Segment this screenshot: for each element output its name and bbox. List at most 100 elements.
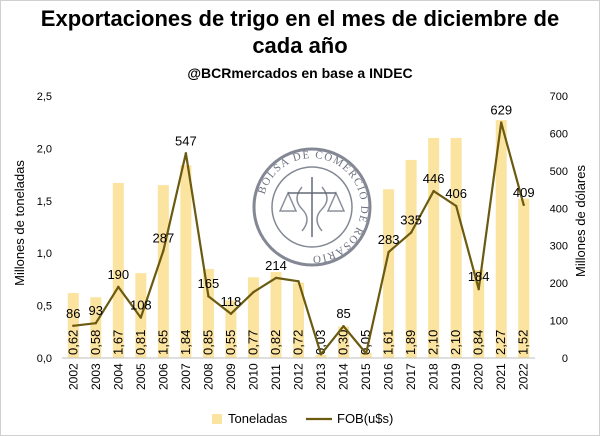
bar-2019 [450, 137, 462, 358]
x-tick-2016: 2016 [382, 363, 396, 390]
chart-title-line1: Exportaciones de trigo en el mes de dici… [40, 6, 560, 31]
bar-2022 [518, 198, 530, 358]
bar-2021 [495, 120, 507, 358]
seal-outer-ring [252, 147, 372, 267]
fob-point-2015 [364, 352, 368, 355]
bar-2014 [338, 326, 350, 358]
fob-label-2022: 409 [513, 185, 535, 200]
bar-2006 [157, 185, 169, 358]
bar-label-2021: 2,27 [493, 330, 508, 355]
fob-point-2009 [229, 312, 233, 316]
fob-point-2008 [207, 295, 210, 298]
fob-label-2017: 335 [400, 213, 422, 228]
fob-label-2011: 214 [265, 258, 287, 273]
chart-title-line2: cada año [252, 33, 348, 58]
bar-label-2009: 0,55 [223, 330, 238, 355]
bar-2012 [293, 282, 304, 358]
fob-point-2018 [432, 189, 435, 193]
bar-2013 [315, 354, 327, 358]
bar-label-2022: 1,52 [516, 330, 531, 355]
bar-label-2008: 0,85 [200, 330, 215, 355]
chart-subtitle: @BCRmercados en base a INDEC [187, 65, 413, 81]
fob-point-2007 [184, 152, 188, 155]
right-tick-5: 500 [550, 166, 568, 178]
fob-point-2003 [94, 321, 97, 325]
fob-point-2011 [274, 276, 278, 280]
fob-label-2005: 108 [130, 298, 152, 313]
bar-2010 [247, 277, 259, 358]
bar-2015 [360, 352, 372, 358]
bar-label-2017: 1,89 [403, 330, 418, 355]
fob-label-2008: 165 [198, 276, 220, 291]
x-tick-2015: 2015 [359, 363, 373, 390]
x-tick-2018: 2018 [427, 363, 441, 390]
fob-point-2019 [454, 204, 458, 208]
bar-2004 [112, 182, 124, 358]
x-tick-2008: 2008 [201, 363, 215, 390]
bar-label-2014: 0,30 [336, 330, 351, 355]
fob-label-2002: 86 [66, 306, 80, 321]
fob-point-2020 [477, 287, 480, 291]
fob-point-2017 [409, 231, 413, 234]
legend-swatch-toneladas [212, 414, 222, 424]
fob-point-2014 [342, 324, 345, 328]
fob-label-2003: 93 [89, 303, 103, 318]
x-tick-2017: 2017 [404, 363, 418, 390]
fob-label-2019: 406 [445, 186, 467, 201]
bar-2020 [473, 269, 485, 358]
bar-label-2012: 0,72 [291, 330, 306, 355]
fob-label-2006: 287 [153, 231, 175, 246]
bar-2011 [270, 272, 282, 358]
fob-label-2016: 283 [378, 232, 400, 247]
bar-label-2007: 1,84 [178, 330, 193, 355]
x-tick-2006: 2006 [156, 363, 170, 390]
x-tick-2003: 2003 [89, 363, 103, 390]
x-tick-2022: 2022 [517, 363, 531, 390]
left-tick-0: 0,0 [37, 353, 52, 365]
bar-2016 [383, 189, 395, 358]
fob-point-2021 [500, 121, 503, 124]
bar-label-2019: 2,10 [448, 330, 463, 355]
seal-scales [278, 191, 346, 212]
fob-point-2012 [297, 280, 300, 283]
seal-serpents [296, 186, 328, 232]
bar-label-2002: 0,62 [65, 330, 80, 355]
bar-label-2010: 0,77 [245, 330, 260, 355]
bar-2009 [225, 300, 237, 358]
left-tick-1: 0,5 [37, 301, 52, 313]
fob-label-2007: 547 [175, 133, 197, 148]
bar-2008 [202, 268, 214, 358]
bar-label-2011: 0,82 [268, 330, 283, 355]
right-tick-4: 400 [550, 203, 568, 215]
right-tick-1: 100 [550, 316, 568, 328]
bar-2003 [90, 297, 102, 358]
fob-point-2005 [139, 316, 143, 319]
fob-point-2010 [252, 290, 255, 294]
x-tick-2019: 2019 [449, 363, 463, 390]
legend-label-toneladas: Toneladas [228, 411, 288, 426]
fob-label-2020: 184 [468, 269, 490, 284]
legend-label-fob: FOB(u$s) [337, 411, 393, 426]
fob-point-2022 [522, 203, 525, 207]
left-tick-2: 1,0 [37, 248, 52, 260]
left-tick-4: 2,0 [37, 143, 52, 155]
x-tick-2002: 2002 [66, 363, 80, 390]
bar-label-2016: 1,61 [381, 330, 396, 355]
fob-point-2016 [387, 250, 390, 254]
bar-label-2005: 0,81 [133, 330, 148, 355]
fob-label-2018: 446 [423, 171, 445, 186]
x-tick-2012: 2012 [292, 363, 306, 390]
x-tick-2007: 2007 [179, 363, 193, 390]
bar-label-2004: 1,67 [110, 330, 125, 355]
bar-label-2006: 1,65 [155, 330, 170, 355]
right-tick-2: 200 [550, 278, 568, 290]
y-axis-right-title: Millones de dólares [573, 165, 588, 278]
x-tick-2005: 2005 [134, 363, 148, 390]
fob-point-2006 [162, 249, 165, 252]
bar-label-2003: 0,58 [88, 330, 103, 355]
fob-point-2013 [319, 353, 323, 356]
left-tick-5: 2,5 [37, 91, 52, 103]
right-tick-7: 700 [550, 91, 568, 103]
seal-inner-ring [271, 166, 353, 248]
y-axis-left-title: Millones de toneladas [12, 160, 27, 286]
